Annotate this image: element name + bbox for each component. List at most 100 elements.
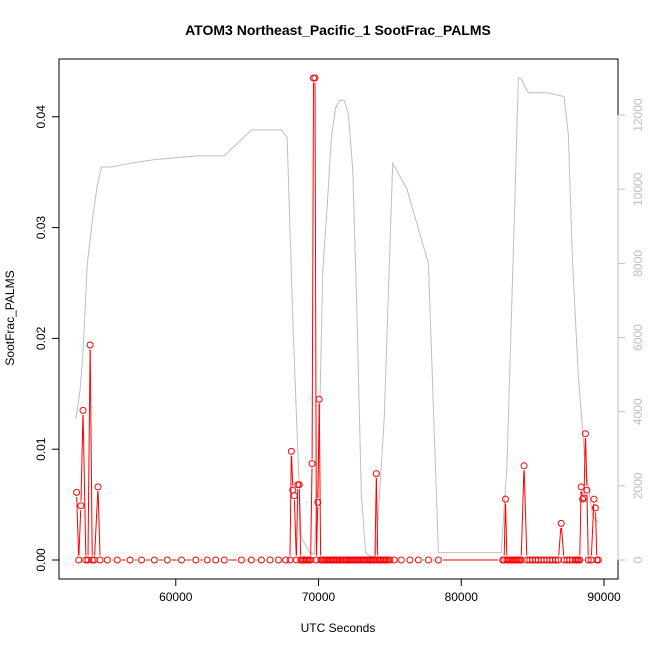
soot-point — [75, 556, 83, 564]
axes: 60000 70000 80000 900000.000.010.020.030.04… — [34, 98, 645, 604]
soot-point — [163, 556, 171, 564]
x-axis-label: UTC Seconds — [301, 621, 376, 635]
soot-point — [150, 556, 158, 564]
soot-segment — [94, 491, 99, 556]
soot-point — [113, 556, 121, 564]
y-tick-label: 0.04 — [34, 105, 48, 129]
soot-point — [79, 406, 87, 414]
soot-segment — [298, 489, 302, 556]
soot-point — [286, 556, 294, 564]
soot-point — [580, 494, 588, 502]
soot-point — [94, 483, 102, 491]
x-tick-label: 60000 — [159, 590, 193, 604]
soot-point — [266, 556, 274, 564]
soot-segment — [375, 478, 379, 556]
soot-point — [576, 556, 584, 564]
soot-point — [77, 502, 85, 510]
soot-point — [212, 556, 220, 564]
y-tick-label: 0.01 — [34, 437, 48, 461]
soot-point — [591, 504, 599, 512]
soot-segment — [87, 349, 91, 556]
y-tick-label: 0.03 — [34, 216, 48, 240]
soot-point — [315, 395, 323, 403]
soot-segment — [97, 491, 101, 556]
soot-point — [584, 556, 592, 564]
x-tick-label: 80000 — [445, 590, 479, 604]
soot-segment — [316, 506, 319, 556]
soot-point — [314, 498, 322, 506]
y2-tick-label: 6000 — [631, 324, 645, 351]
soot-point — [397, 556, 405, 564]
y2-tick-label: 0 — [631, 556, 645, 563]
soot-segment — [318, 403, 322, 556]
altitude-line — [75, 77, 599, 557]
plot-box — [58, 58, 619, 580]
soot-segment — [296, 489, 299, 556]
soot-point — [308, 460, 316, 468]
soot-point — [594, 556, 602, 564]
soot-point — [311, 74, 319, 82]
soot-point — [520, 462, 528, 470]
soot-point — [424, 556, 432, 564]
soot-segment — [583, 438, 586, 494]
soot-point — [579, 495, 587, 503]
y-tick-label: 0.00 — [34, 548, 48, 572]
soot-point — [237, 556, 245, 564]
soot-segment — [586, 494, 589, 556]
y2-tick-label: 4000 — [631, 398, 645, 425]
soot-segment — [561, 527, 565, 556]
soot-point — [86, 341, 94, 349]
altitude-series — [75, 77, 599, 557]
soot-point — [282, 556, 290, 564]
soot-segment — [76, 496, 80, 556]
soot-point — [414, 556, 422, 564]
soot-point — [372, 470, 380, 478]
soot-point — [390, 556, 398, 564]
soot-point — [103, 556, 111, 564]
soot-point — [257, 556, 265, 564]
soot-point — [290, 492, 298, 500]
soot-segment — [590, 503, 595, 556]
soot-point — [126, 556, 134, 564]
x-tick-label: 90000 — [587, 590, 621, 604]
soot-fraction-series — [73, 74, 602, 564]
soot-segment — [293, 500, 297, 556]
soot-segment — [78, 510, 82, 556]
soot-segment — [523, 470, 528, 556]
soot-point — [203, 556, 211, 564]
soot-point — [552, 556, 559, 564]
soot-point — [406, 556, 414, 564]
soot-segment — [289, 455, 292, 556]
soot-segment — [89, 349, 93, 556]
chart-title: ATOM3 Northeast_Pacific_1 SootFrac_PALMS — [185, 22, 491, 38]
soot-point — [96, 556, 104, 564]
soot-point — [88, 556, 96, 564]
soot-point — [583, 486, 591, 494]
y-tick-label: 0.02 — [34, 326, 48, 350]
soot-point — [287, 447, 295, 455]
soot-point — [295, 481, 303, 489]
soot-point — [581, 430, 589, 438]
soot-segment — [595, 512, 598, 556]
soot-segment — [310, 468, 313, 556]
soot-point — [178, 556, 185, 564]
soot-point — [434, 556, 442, 564]
x-tick-label: 70000 — [302, 590, 336, 604]
soot-segment — [558, 527, 562, 556]
y-axis-label: SootFrac_PALMS — [3, 270, 17, 365]
soot-point — [275, 556, 282, 564]
soot-segment — [503, 503, 506, 556]
y2-tick-label: 2000 — [631, 472, 645, 499]
soot-segment — [314, 82, 317, 556]
soot-point — [502, 495, 509, 503]
soot-segment — [520, 470, 525, 556]
soot-segment — [585, 438, 588, 486]
y2-tick-label: 12000 — [631, 98, 645, 132]
soot-point — [138, 556, 145, 564]
soot-point — [557, 519, 565, 527]
soot-point — [247, 556, 255, 564]
soot-segment — [311, 82, 314, 460]
y2-tick-label: 8000 — [631, 250, 645, 277]
soot-segment — [505, 503, 508, 556]
